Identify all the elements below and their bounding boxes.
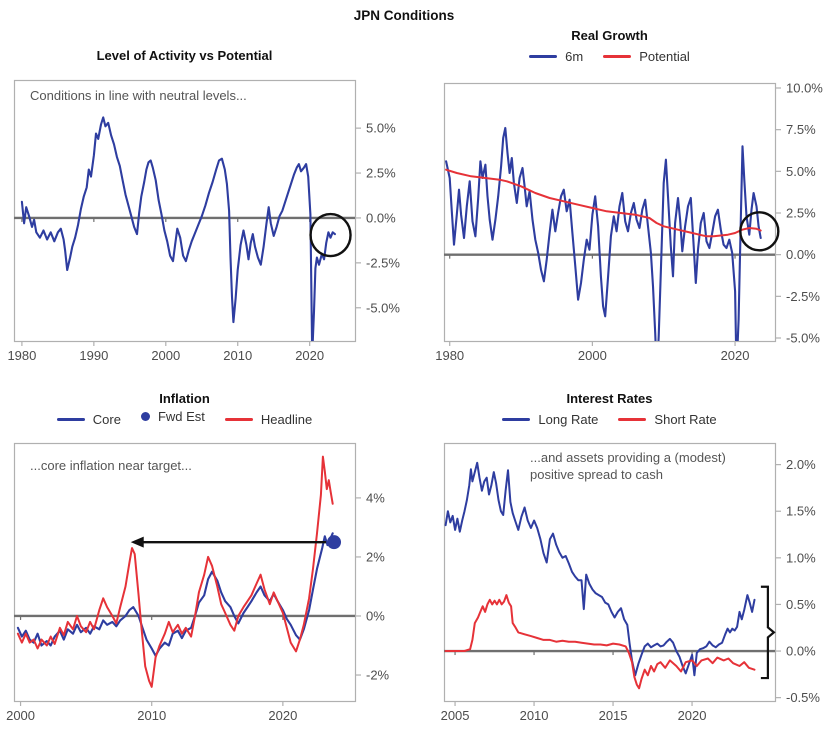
y-tick-label: 10.0%: [786, 81, 823, 96]
series-activity-gap: [20, 116, 336, 341]
inflation-legend: Core Fwd Est Headline: [14, 409, 355, 427]
growth-legend: 6m Potential: [444, 46, 775, 64]
x-tick-label: 1980: [435, 348, 464, 363]
legend-item: Long Rate: [502, 412, 598, 427]
legend-item: Short Rate: [618, 412, 717, 427]
legend-item: Potential: [603, 49, 690, 64]
y-tick-label: 2.5%: [786, 206, 816, 221]
legend-item: Fwd Est: [140, 409, 205, 424]
legend-label: Short Rate: [654, 412, 717, 427]
y-tick-label: 5.0%: [366, 121, 396, 136]
series-short-rate: [444, 594, 756, 690]
x-tick-label: 2015: [599, 708, 628, 723]
y-tick-label: -2.5%: [786, 289, 820, 304]
activity-chart-title: Level of Activity vs Potential: [96, 48, 273, 63]
x-tick-label: 2000: [6, 708, 35, 723]
legend-swatch-line: [224, 418, 253, 421]
x-tick-label: 2020: [721, 348, 750, 363]
y-tick-label: 0.0%: [366, 210, 396, 225]
activity-chart: 1980 1990 2000 2010 2020 5.0% 2.5% 0.0% -2.5% -5.…: [7, 79, 400, 363]
growth-chart-title: Real Growth: [571, 28, 648, 43]
y-tick-label: 5.0%: [786, 164, 816, 179]
y-tick-label: 0%: [366, 608, 385, 623]
inflation-annotation: ...core inflation near target...: [30, 458, 192, 473]
x-tick-label: 2020: [268, 708, 297, 723]
rates-legend: Long Rate Short Rate: [444, 409, 775, 427]
x-tick-label: 2000: [578, 348, 607, 363]
x-tick-label: 2010: [137, 708, 166, 723]
legend-label: Core: [92, 412, 121, 427]
rates-annotation: ...and assets providing a (modest) posit…: [530, 450, 726, 482]
plot-frame: [443, 442, 777, 703]
legend-label: Fwd Est: [157, 409, 205, 424]
y-tick-label: 0.5%: [786, 597, 816, 612]
legend-swatch-line: [618, 418, 647, 421]
y-tick-label: -5.0%: [786, 331, 820, 346]
y-tick-label: 2.5%: [366, 166, 396, 181]
y-tick-label: 2.0%: [786, 457, 816, 472]
y-tick-label: 2%: [366, 549, 385, 564]
inflation-chart-title: Inflation: [159, 391, 210, 406]
plot-frame: [13, 79, 357, 343]
page-title: JPN Conditions: [353, 8, 455, 23]
y-tick-label: 1.5%: [786, 504, 816, 519]
legend-swatch-line: [529, 55, 558, 58]
arrow-head: [130, 536, 144, 548]
legend-item: Core: [56, 412, 121, 427]
highlight-circle: [739, 211, 780, 252]
y-tick-label: 4%: [366, 490, 385, 505]
x-tick-label: 2020: [295, 348, 324, 363]
x-tick-label: 2010: [223, 348, 252, 363]
legend-item: Headline: [224, 412, 313, 427]
x-tick-label: 2010: [520, 708, 549, 723]
x-tick-label: 1990: [79, 348, 108, 363]
spread-brace: [760, 585, 776, 680]
series-headline: [16, 455, 334, 688]
legend-label: Potential: [639, 49, 690, 64]
x-tick-label: 2000: [151, 348, 180, 363]
legend-swatch-line: [603, 55, 632, 58]
legend-label: 6m: [565, 49, 584, 64]
growth-chart: 1980 2000 2020 10.0% 7.5% 5.0% 2.5% 0.0% -2.5% -5…: [435, 81, 823, 364]
legend-swatch-dot: [140, 412, 150, 421]
x-tick-label: 2020: [678, 708, 707, 723]
legend-label: Long Rate: [538, 412, 599, 427]
y-tick-label: -0.5%: [786, 690, 820, 705]
plot-frame: [13, 442, 357, 703]
y-tick-label: 0.0%: [786, 644, 816, 659]
legend-label: Headline: [260, 412, 313, 427]
activity-annotation: Conditions in line with neutral levels..…: [30, 88, 247, 103]
fwd-est-dot: [327, 535, 342, 550]
rates-chart-title: Interest Rates: [566, 391, 653, 406]
y-tick-label: 7.5%: [786, 122, 816, 137]
legend-item: 6m: [529, 49, 583, 64]
y-tick-label: 1.0%: [786, 550, 816, 565]
highlight-circle: [309, 212, 352, 258]
series-potential: [445, 168, 762, 238]
legend-swatch-line: [502, 418, 531, 421]
x-tick-label: 1980: [7, 348, 36, 363]
legend-swatch-line: [56, 418, 85, 421]
y-tick-label: -5.0%: [366, 300, 400, 315]
inflation-chart: 2000 2010 2020 4% 2% 0% -2%: [6, 442, 390, 723]
series-long-rate: [444, 461, 756, 677]
y-tick-label: -2%: [366, 668, 390, 683]
series-core: [16, 532, 334, 657]
y-tick-label: -2.5%: [366, 255, 400, 270]
x-tick-label: 2005: [441, 708, 470, 723]
y-tick-label: 0.0%: [786, 247, 816, 262]
series-6m: [445, 126, 762, 341]
rates-chart: 2005 2010 2015 2020 2.0% 1.5% 1.0% 0.5% 0.0% -0.5…: [441, 442, 820, 723]
